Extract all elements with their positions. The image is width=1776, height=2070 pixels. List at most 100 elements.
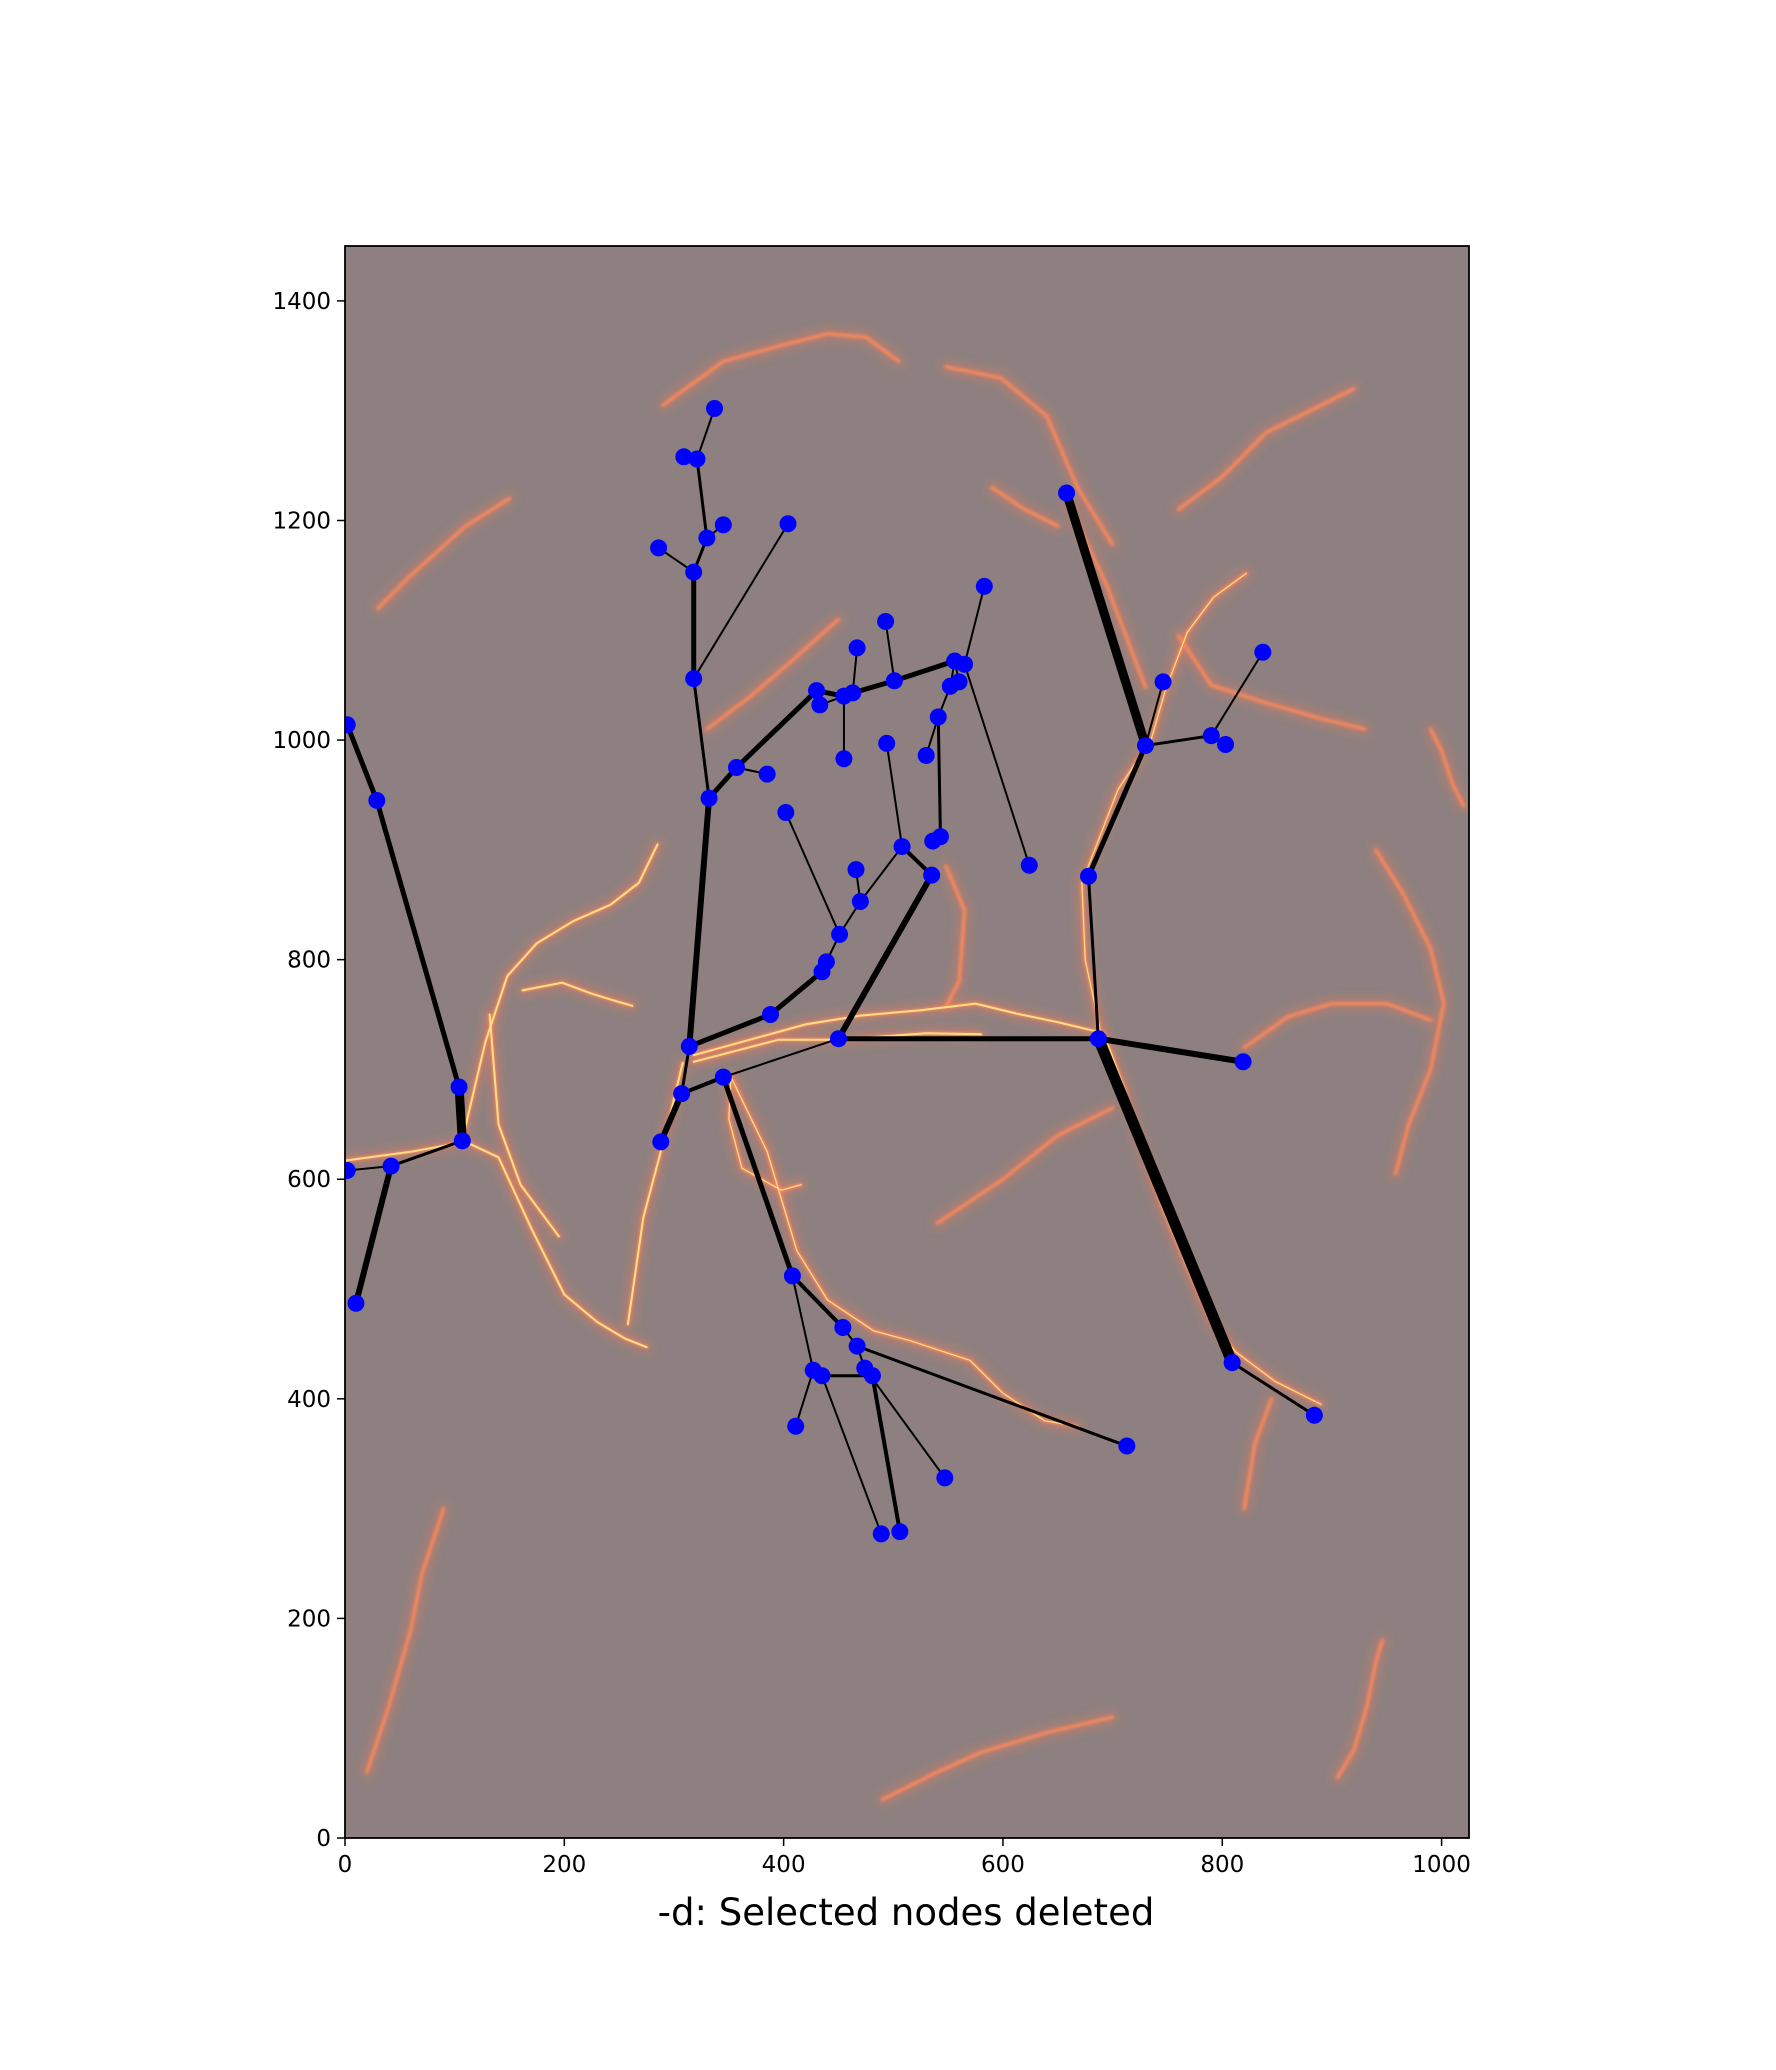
- graph-edge: [1093, 1036, 1238, 1365]
- vessel-core: [462, 843, 659, 1137]
- graph-node: [851, 892, 869, 910]
- graph-node: [848, 639, 866, 657]
- y-tick-label: 600: [287, 1167, 331, 1193]
- graph-node: [727, 759, 745, 777]
- graph-node: [848, 1337, 866, 1355]
- graph-node: [1217, 735, 1235, 753]
- graph-node: [450, 1078, 468, 1096]
- graph-edge: [790, 1274, 845, 1329]
- graph-edge: [688, 1012, 772, 1049]
- y-tick-label: 1000: [272, 728, 331, 754]
- vessel: [705, 617, 841, 731]
- x-tick-label: 200: [542, 1852, 586, 1878]
- x-axis: 0 200 400 600 800 1000: [338, 1838, 1471, 1878]
- y-tick-label: 400: [287, 1387, 331, 1413]
- graph-node: [688, 450, 706, 468]
- graph-node: [844, 684, 862, 702]
- vessel-core: [488, 1013, 560, 1238]
- graph-node: [714, 1068, 732, 1086]
- graph-edge: [374, 799, 462, 1088]
- graph-node: [761, 1006, 779, 1024]
- vessel-core: [345, 1140, 648, 1349]
- graph-edge: [734, 688, 819, 770]
- graph-edge: [1097, 1035, 1244, 1065]
- graph-edge: [1144, 681, 1165, 746]
- graph-node: [863, 1367, 881, 1385]
- vessel: [935, 1106, 1115, 1225]
- vessel: [944, 864, 967, 1009]
- graph-edge: [963, 664, 1031, 866]
- graph-node: [675, 448, 693, 466]
- graph-node: [779, 515, 797, 533]
- vessel-core: [1150, 572, 1248, 741]
- graph-edge: [936, 716, 942, 837]
- graph-edge: [692, 523, 789, 680]
- vessel: [1335, 1638, 1385, 1780]
- graph-node: [878, 734, 896, 752]
- graph-edge: [720, 1076, 795, 1277]
- graph-edge: [1210, 651, 1264, 737]
- vessel: [1176, 634, 1367, 731]
- vessel: [1242, 1397, 1274, 1511]
- graph-node: [923, 866, 941, 884]
- graph-node: [1202, 727, 1220, 745]
- vessel: [365, 1506, 446, 1774]
- x-tick-label: 400: [762, 1852, 806, 1878]
- graph-node: [956, 655, 974, 673]
- graph-node: [1118, 1437, 1136, 1455]
- y-tick-label: 1400: [272, 289, 331, 315]
- graph-node: [345, 716, 356, 734]
- graph-node: [917, 746, 935, 764]
- graph-node: [893, 838, 911, 856]
- graph-edge: [893, 658, 956, 684]
- graph-edge: [454, 1086, 467, 1142]
- vessel: [944, 365, 1115, 547]
- graph-node: [813, 963, 831, 981]
- graph-node: [706, 399, 724, 417]
- graph-edge: [784, 812, 841, 935]
- y-tick-label: 200: [287, 1606, 331, 1632]
- graph-node: [847, 861, 865, 879]
- vessel-core: [692, 1002, 1105, 1057]
- graph-edge: [768, 969, 824, 1017]
- graph-node: [1254, 643, 1272, 661]
- graph-node: [835, 750, 853, 768]
- vessel: [1176, 386, 1356, 512]
- graph-node: [924, 832, 942, 850]
- vessel: [1242, 1001, 1433, 1050]
- vessel-core: [521, 981, 634, 1007]
- graph-node: [700, 789, 718, 807]
- graph-node: [673, 1085, 691, 1103]
- graph-node: [1234, 1053, 1252, 1071]
- graph-node: [1305, 1406, 1323, 1424]
- plot-area: [345, 246, 1469, 1838]
- graph-edge: [835, 873, 935, 1041]
- graph-node: [777, 804, 795, 822]
- graph-node: [685, 670, 703, 688]
- graph-edge: [791, 1275, 815, 1371]
- graph-node: [453, 1132, 471, 1150]
- graph-node: [808, 682, 826, 700]
- graph-node: [787, 1417, 805, 1435]
- vessel-core: [1081, 750, 1144, 1038]
- vessel: [880, 1715, 1115, 1802]
- graph-edge: [963, 586, 986, 665]
- vessel-core: [728, 1076, 802, 1191]
- graph-node: [975, 577, 993, 595]
- graph-edge: [870, 1375, 902, 1533]
- x-tick-label: 800: [1200, 1852, 1244, 1878]
- vessel: [990, 485, 1060, 528]
- graph-edge: [885, 743, 904, 847]
- graph-edge: [859, 845, 903, 903]
- graph-node: [891, 1523, 909, 1541]
- graph-edge: [686, 798, 713, 1047]
- graph-node: [685, 563, 703, 581]
- graph-node: [831, 925, 849, 943]
- graph-nodes: [345, 399, 1323, 1543]
- axes-frame: [344, 245, 1470, 1839]
- graph-edge: [856, 1344, 1128, 1448]
- graph-node: [950, 673, 968, 691]
- heatmap-background: [345, 246, 1469, 1838]
- graph-node: [345, 1161, 356, 1179]
- vessel: [1428, 727, 1466, 808]
